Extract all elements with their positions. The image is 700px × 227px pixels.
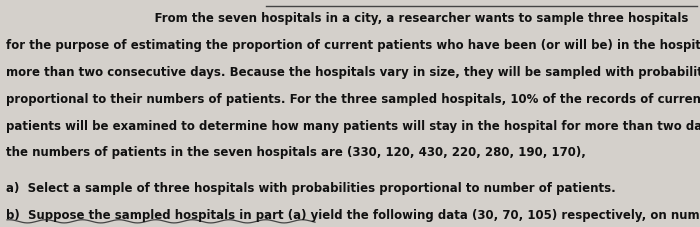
Text: for the purpose of estimating the proportion of current patients who have been (: for the purpose of estimating the propor…: [6, 39, 700, 52]
Text: the numbers of patients in the seven hospitals are (330, 120, 430, 220, 280, 190: the numbers of patients in the seven hos…: [6, 146, 585, 159]
Text: more than two consecutive days. Because the hospitals vary in size, they will be: more than two consecutive days. Because …: [6, 66, 700, 79]
Text: From the seven hospitals in a city, a researcher wants to sample three hospitals: From the seven hospitals in a city, a re…: [6, 12, 688, 25]
Text: a)  Select a sample of three hospitals with probabilities proportional to number: a) Select a sample of three hospitals wi…: [6, 182, 615, 195]
Text: b)  Suppose the sampled hospitals in part (a) yield the following data (30, 70, : b) Suppose the sampled hospitals in part…: [6, 209, 700, 222]
Text: patients will be examined to determine how many patients will stay in the hospit: patients will be examined to determine h…: [6, 120, 700, 133]
Text: proportional to their numbers of patients. For the three sampled hospitals, 10% : proportional to their numbers of patient…: [6, 93, 700, 106]
